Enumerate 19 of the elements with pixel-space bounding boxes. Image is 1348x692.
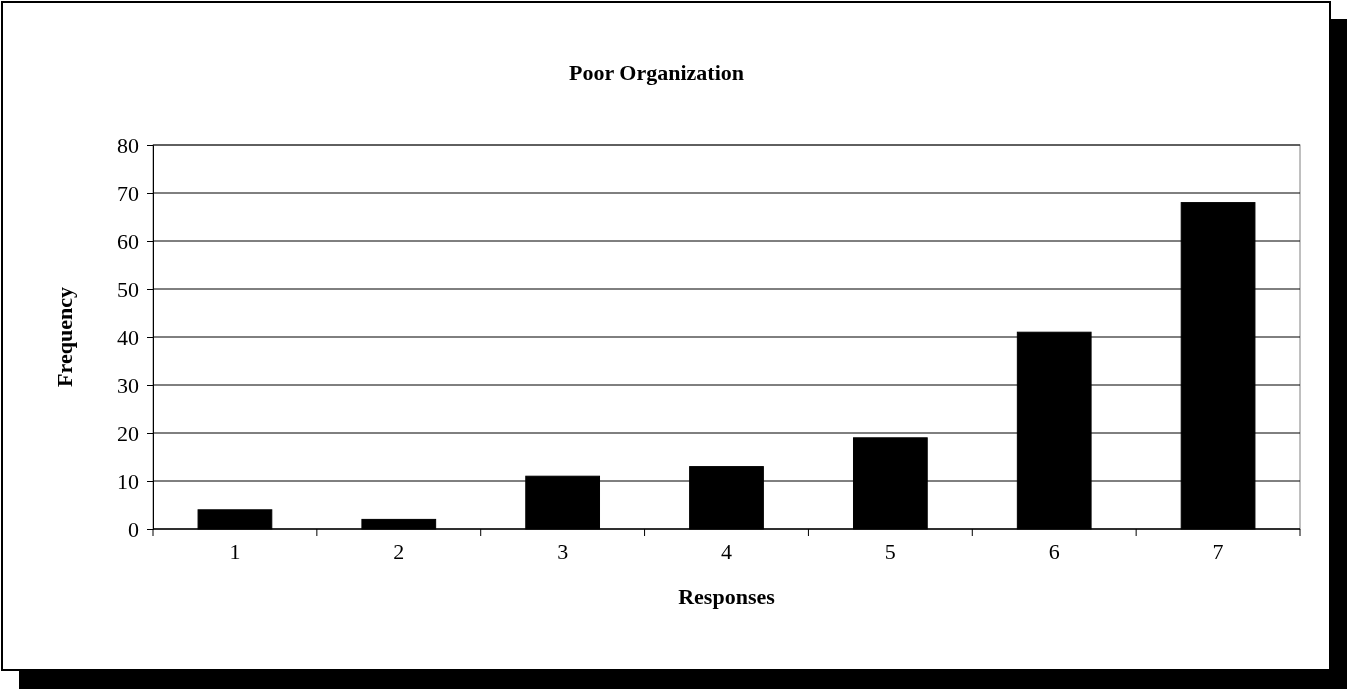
y-tick-label: 60 xyxy=(117,228,139,254)
x-tick-label: 6 xyxy=(1048,539,1060,564)
x-tick-label: 3 xyxy=(557,539,569,564)
chart-title: Poor Organization xyxy=(569,60,744,85)
x-tick-label: 2 xyxy=(393,539,405,564)
y-tick-label: 40 xyxy=(117,324,139,350)
x-axis-title: Responses xyxy=(678,584,776,609)
y-axis-title: Frequency xyxy=(52,287,77,387)
x-tick-label: 4 xyxy=(721,539,732,564)
y-tick-label: 70 xyxy=(117,180,139,206)
y-tick-label: 0 xyxy=(128,516,139,542)
y-tick-label: 30 xyxy=(117,372,139,398)
x-tick-label: 7 xyxy=(1212,539,1224,564)
y-tick-label: 20 xyxy=(117,420,139,446)
y-tick-label: 10 xyxy=(117,468,139,494)
x-tick-label: 5 xyxy=(884,539,896,564)
y-tick-label: 80 xyxy=(117,132,139,158)
y-tick-label: 50 xyxy=(117,276,139,302)
x-tick-label: 1 xyxy=(229,539,241,564)
